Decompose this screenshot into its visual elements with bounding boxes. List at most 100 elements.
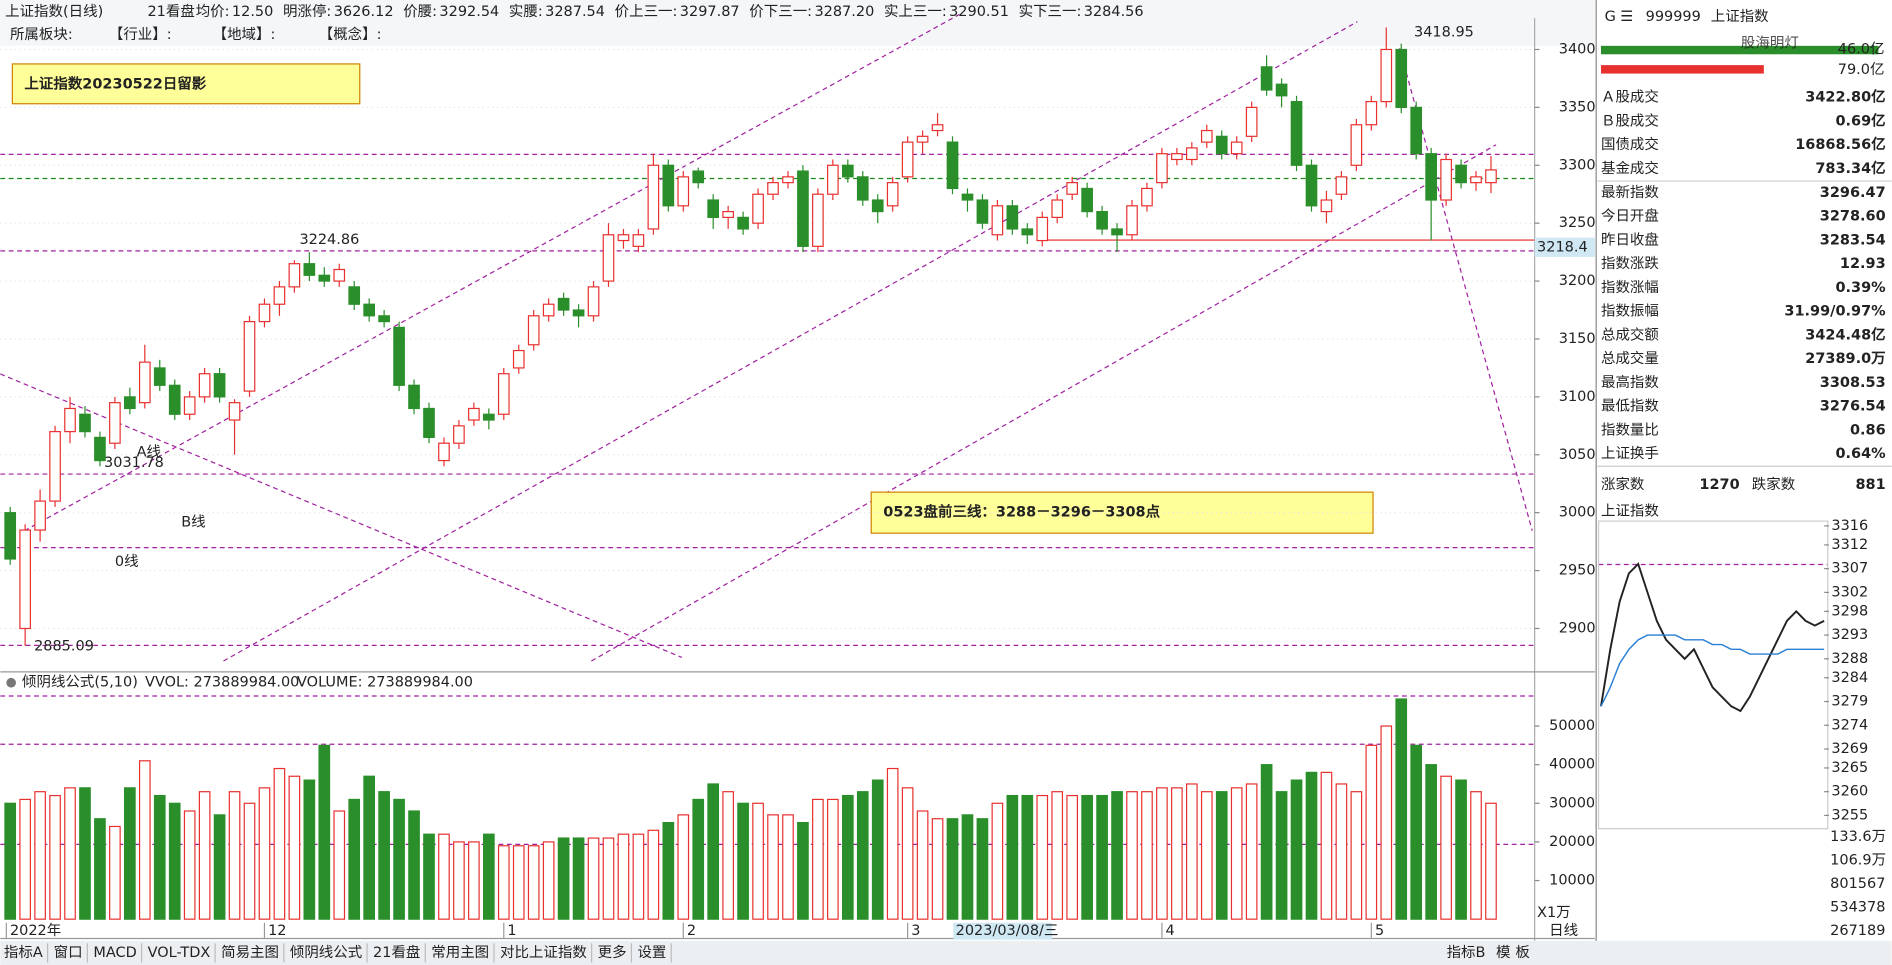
candle-body [1096, 210, 1108, 230]
quote-label: 国债成交 [1601, 135, 1659, 153]
candle-body [438, 442, 450, 462]
volume-bar [617, 833, 630, 920]
y-tick-label: 3200 [1559, 273, 1596, 289]
header-value: 3626.12 [334, 4, 394, 20]
volume-bar [168, 802, 181, 920]
header-value: 3287.54 [545, 4, 605, 20]
candle-body [797, 170, 809, 247]
candle-body [512, 349, 525, 369]
candle-body [1230, 141, 1243, 155]
tab[interactable]: 模 [1496, 944, 1510, 961]
candle-body [468, 407, 480, 421]
tab[interactable]: 倾阴线公式 [290, 944, 362, 961]
y-tick-label: 3255 [1831, 807, 1868, 823]
candle-body [1245, 106, 1258, 137]
candle-body [1051, 199, 1064, 218]
volume-bar [363, 775, 376, 920]
tab[interactable]: 常用主图 [431, 944, 489, 961]
y-tick-label: 30000 [1549, 795, 1595, 811]
quote-value: 12.93 [1840, 256, 1886, 272]
period-label[interactable]: 日线 [1549, 922, 1578, 939]
intraday-title: 上证指数 [1601, 502, 1659, 519]
y-tick-label: 3050 [1559, 447, 1596, 463]
volume-bar [333, 810, 346, 920]
candle-body [138, 361, 151, 404]
volume-bar [1350, 791, 1363, 920]
candle-body [557, 297, 570, 311]
volume-bar [1380, 725, 1393, 920]
sell-bar [1600, 65, 1764, 74]
x-tick-label: 2022年 [10, 922, 61, 939]
y-tick-label: 3293 [1831, 627, 1868, 643]
quote-value: 27389.0万 [1805, 350, 1885, 367]
candle-body [1215, 135, 1228, 155]
tab[interactable]: 指标A [4, 944, 43, 961]
tab[interactable]: 窗口 [54, 943, 83, 961]
x-tick-label: 2 [687, 923, 696, 939]
volume-bar [677, 814, 690, 920]
chart-title: 上证指数(日线) [5, 3, 103, 20]
candle-body [408, 384, 420, 410]
volume-bar [288, 775, 301, 920]
candle-body [677, 176, 690, 207]
candle-body [707, 199, 720, 218]
tab[interactable]: 21看盘 [373, 943, 420, 961]
y-tick-label: 3150 [1559, 331, 1596, 347]
volume-bar [453, 841, 465, 920]
tab[interactable]: 简易主图 [221, 944, 279, 961]
tab[interactable]: 设置 [637, 944, 666, 961]
quote-value: 3424.48亿 [1805, 325, 1885, 343]
candle-body [886, 182, 899, 207]
volume-bar [49, 794, 61, 920]
y-tick-label: 3250 [1559, 215, 1596, 231]
volume-tick-label: 267189 [1830, 923, 1885, 939]
volume-bar [856, 791, 869, 920]
volume-bar [782, 814, 794, 920]
volume-bar [348, 798, 361, 920]
intraday-frame [1597, 520, 1829, 830]
volume-bar [378, 791, 390, 920]
sector-label: 所属板块: [10, 25, 73, 43]
stock-code: 999999 [1646, 9, 1701, 25]
volume-bar [752, 802, 764, 920]
y-tick-label: 3279 [1831, 694, 1868, 710]
candle-body [198, 373, 211, 398]
tab[interactable]: 指标B [1447, 944, 1486, 961]
volume-bar [468, 841, 480, 920]
candle-body [767, 182, 779, 195]
plan-text: 0523盘前三线：3288－3296－3308点 [883, 503, 1160, 521]
candle-body [692, 170, 705, 184]
volume-bar [1425, 764, 1437, 920]
y-tick-label: 2950 [1559, 563, 1596, 579]
x-tick-label: 4 [1166, 923, 1175, 939]
y-tick-label: 3274 [1831, 717, 1868, 733]
tab[interactable]: 板 [1515, 943, 1529, 961]
candle-body [1111, 228, 1123, 236]
volume-bar [213, 814, 226, 920]
tab[interactable]: 对比上证指数 [500, 944, 587, 961]
sector-label: 【概念】: [319, 25, 382, 43]
candle-body [542, 303, 555, 317]
header-label: 实腰: [509, 3, 543, 20]
candle-body [1470, 176, 1482, 184]
tab[interactable]: 更多 [598, 944, 627, 961]
volume-bar [1275, 791, 1288, 920]
y-tick-label: 3400 [1559, 41, 1596, 57]
header-label: 实下三一: [1019, 3, 1082, 20]
y-tick-label: 40000 [1549, 757, 1595, 773]
header-label: 价上三一: [615, 3, 678, 20]
candle-body [1395, 48, 1408, 108]
volume-bar [124, 787, 136, 920]
quote-value: 881 [1855, 477, 1885, 493]
candle-body [722, 210, 734, 218]
volume-bar [1126, 791, 1138, 920]
x-tick-label: 3 [911, 923, 920, 939]
y-tick-label: 2900 [1559, 620, 1596, 636]
y-tick-label: 3269 [1831, 741, 1868, 757]
tab[interactable]: VOL-TDX [148, 945, 211, 961]
candle-body [871, 199, 884, 213]
tab[interactable]: MACD [93, 945, 136, 961]
candle-body [273, 286, 286, 305]
y-tick-label: 20000 [1549, 834, 1595, 850]
y-tick-label: 3312 [1831, 537, 1868, 553]
